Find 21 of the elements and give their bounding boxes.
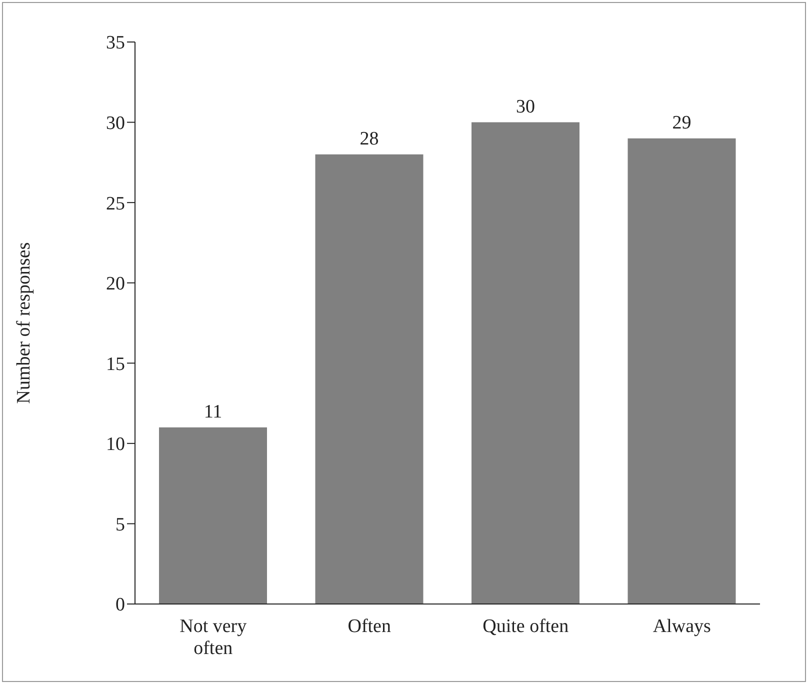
bar — [628, 138, 736, 604]
y-tick-label: 10 — [106, 434, 125, 456]
x-tick-label: Always — [652, 616, 711, 637]
y-tick-label: 20 — [106, 274, 125, 295]
bar — [159, 427, 267, 604]
y-axis-title: Number of responses — [14, 242, 35, 404]
data-label: 11 — [204, 401, 222, 422]
bar — [315, 154, 424, 604]
data-label: 28 — [360, 128, 379, 150]
y-tick-label: 0 — [116, 594, 125, 616]
y-tick-label: 5 — [116, 514, 125, 536]
x-tick-label: Often — [348, 616, 392, 637]
y-tick-label: 15 — [106, 354, 125, 375]
y-tick-label: 30 — [106, 113, 125, 134]
data-label: 29 — [672, 112, 692, 134]
data-label: 30 — [516, 96, 535, 118]
bar — [472, 122, 580, 604]
y-tick-label: 35 — [106, 32, 125, 54]
x-tick-label: Quite often — [482, 616, 570, 637]
y-tick-label: 25 — [106, 193, 125, 214]
x-tick-label: Not very often — [180, 616, 248, 659]
